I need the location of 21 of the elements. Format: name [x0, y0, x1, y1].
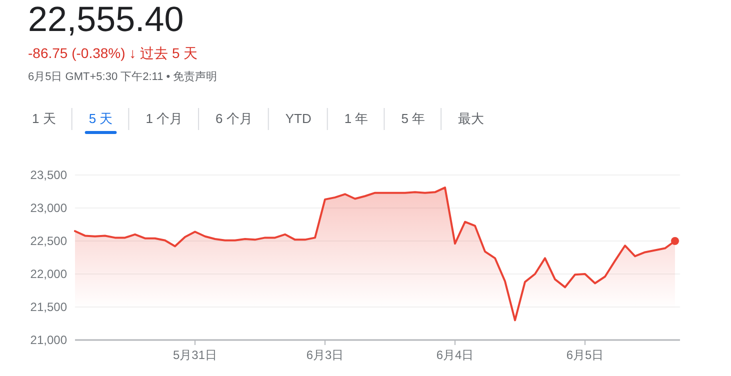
chart-subtitle: -86.75 (-0.38%) ↓ 过去 5 天: [28, 45, 198, 61]
text: 1 个月: [146, 111, 183, 126]
y-tick-label: 21,000: [30, 333, 68, 347]
y-tick-label: 23,000: [30, 201, 68, 215]
chart-title: 22,555.40: [28, 0, 184, 39]
text: 1 年: [344, 111, 368, 126]
y-tick-label: 22,000: [30, 267, 68, 281]
text: 6 个月: [216, 111, 252, 126]
x-tick-label: 6月4日: [436, 348, 474, 362]
y-tick-label: 21,500: [30, 300, 68, 314]
text: 6月5日 GMT+5:30 下午2:11 • 免责声明: [28, 70, 218, 83]
y-tick-label: 23,500: [30, 168, 68, 182]
y-tick-label: 22,500: [30, 234, 68, 248]
text: 1 天: [32, 111, 56, 126]
text: 最大: [458, 111, 484, 126]
text: YTD: [285, 111, 312, 126]
text: 5 天: [88, 111, 113, 126]
x-tick-label: 5月31日: [172, 348, 218, 362]
text: 5 年: [401, 111, 426, 126]
x-tick-label: 6月5日: [566, 348, 604, 362]
x-tick-label: 6月3日: [306, 348, 344, 362]
